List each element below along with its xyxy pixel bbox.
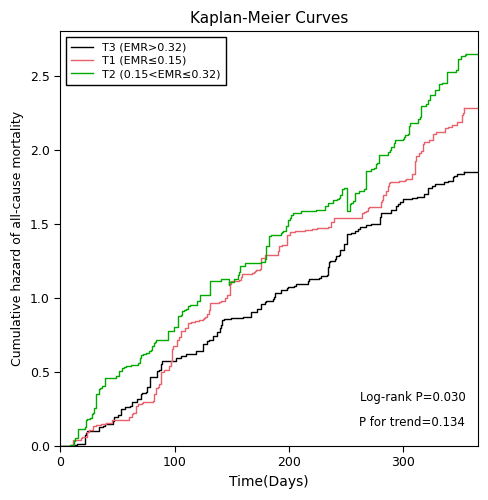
- T3 (EMR>0.32): [82, 432, 88, 438]
- Line: T1 (EMR≤0.15): T1 (EMR≤0.15): [60, 108, 464, 446]
- T3 (EMR>0.32): [294, 282, 300, 288]
- T2 (0.15<EMR≤0.32): [333, 196, 339, 202]
- Y-axis label: Cumulative hazard of all-cause mortality: Cumulative hazard of all-cause mortality: [11, 111, 24, 366]
- T3 (EMR>0.32): [324, 264, 330, 270]
- T2 (0.15<EMR≤0.32): [265, 243, 271, 249]
- T3 (EMR>0.32): [57, 443, 63, 449]
- T3 (EMR>0.32): [460, 169, 466, 175]
- T2 (0.15<EMR≤0.32): [194, 298, 200, 304]
- T1 (EMR≤0.15): [70, 437, 76, 443]
- T1 (EMR≤0.15): [57, 443, 63, 449]
- T3 (EMR>0.32): [343, 231, 349, 237]
- T2 (0.15<EMR≤0.32): [325, 200, 331, 205]
- Line: T2 (0.15<EMR≤0.32): T2 (0.15<EMR≤0.32): [60, 54, 465, 446]
- Legend: T3 (EMR>0.32), T1 (EMR≤0.15), T2 (0.15<EMR≤0.32): T3 (EMR>0.32), T1 (EMR≤0.15), T2 (0.15<E…: [65, 37, 226, 85]
- T3 (EMR>0.32): [356, 226, 362, 232]
- T2 (0.15<EMR≤0.32): [457, 52, 463, 59]
- T1 (EMR≤0.15): [188, 319, 194, 325]
- T2 (0.15<EMR≤0.32): [462, 50, 468, 56]
- T3 (EMR>0.32): [136, 396, 142, 402]
- T1 (EMR≤0.15): [412, 154, 418, 160]
- X-axis label: Time(Days): Time(Days): [229, 475, 308, 489]
- Line: T3 (EMR>0.32): T3 (EMR>0.32): [60, 172, 463, 446]
- Text: Log-rank P=0.030: Log-rank P=0.030: [359, 392, 465, 404]
- T2 (0.15<EMR≤0.32): [57, 443, 63, 449]
- T1 (EMR≤0.15): [90, 424, 96, 430]
- T1 (EMR≤0.15): [417, 148, 423, 154]
- T1 (EMR≤0.15): [448, 122, 454, 128]
- T2 (0.15<EMR≤0.32): [350, 198, 356, 204]
- T1 (EMR≤0.15): [461, 106, 467, 112]
- Text: P for trend=0.134: P for trend=0.134: [359, 416, 465, 430]
- Title: Kaplan-Meier Curves: Kaplan-Meier Curves: [189, 11, 347, 26]
